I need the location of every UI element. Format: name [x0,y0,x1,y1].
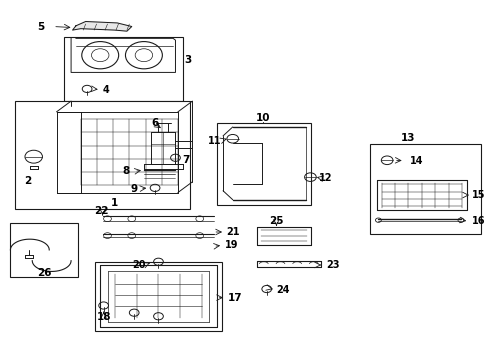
Text: 23: 23 [325,260,339,270]
Text: 1: 1 [111,198,118,208]
Text: 8: 8 [122,166,129,176]
Text: 21: 21 [226,227,240,237]
Text: 25: 25 [269,216,283,226]
Text: 9: 9 [131,184,138,194]
Bar [216,123,311,205]
Text: 2: 2 [24,176,31,186]
Text: 18: 18 [96,312,111,322]
Bar [63,37,183,101]
Bar [95,262,221,330]
Text: 12: 12 [318,173,331,183]
Text: 10: 10 [255,113,269,123]
Text: 4: 4 [102,85,109,95]
Text: 20: 20 [132,260,145,270]
Text: 22: 22 [94,206,109,216]
Text: 6: 6 [151,118,159,128]
Text: 15: 15 [470,190,484,200]
Text: 13: 13 [401,133,415,143]
Text: 24: 24 [276,285,289,295]
Bar [369,144,480,234]
Text: 7: 7 [183,155,190,165]
Text: 3: 3 [184,55,191,65]
Text: 16: 16 [470,216,484,226]
Text: 17: 17 [227,293,242,303]
Text: 11: 11 [208,136,221,145]
Bar [10,223,78,277]
Text: 14: 14 [409,156,422,166]
Text: 19: 19 [224,240,238,250]
Bar [15,101,190,209]
Text: 26: 26 [37,268,52,278]
Polygon shape [72,22,131,31]
Text: 5: 5 [37,22,44,32]
